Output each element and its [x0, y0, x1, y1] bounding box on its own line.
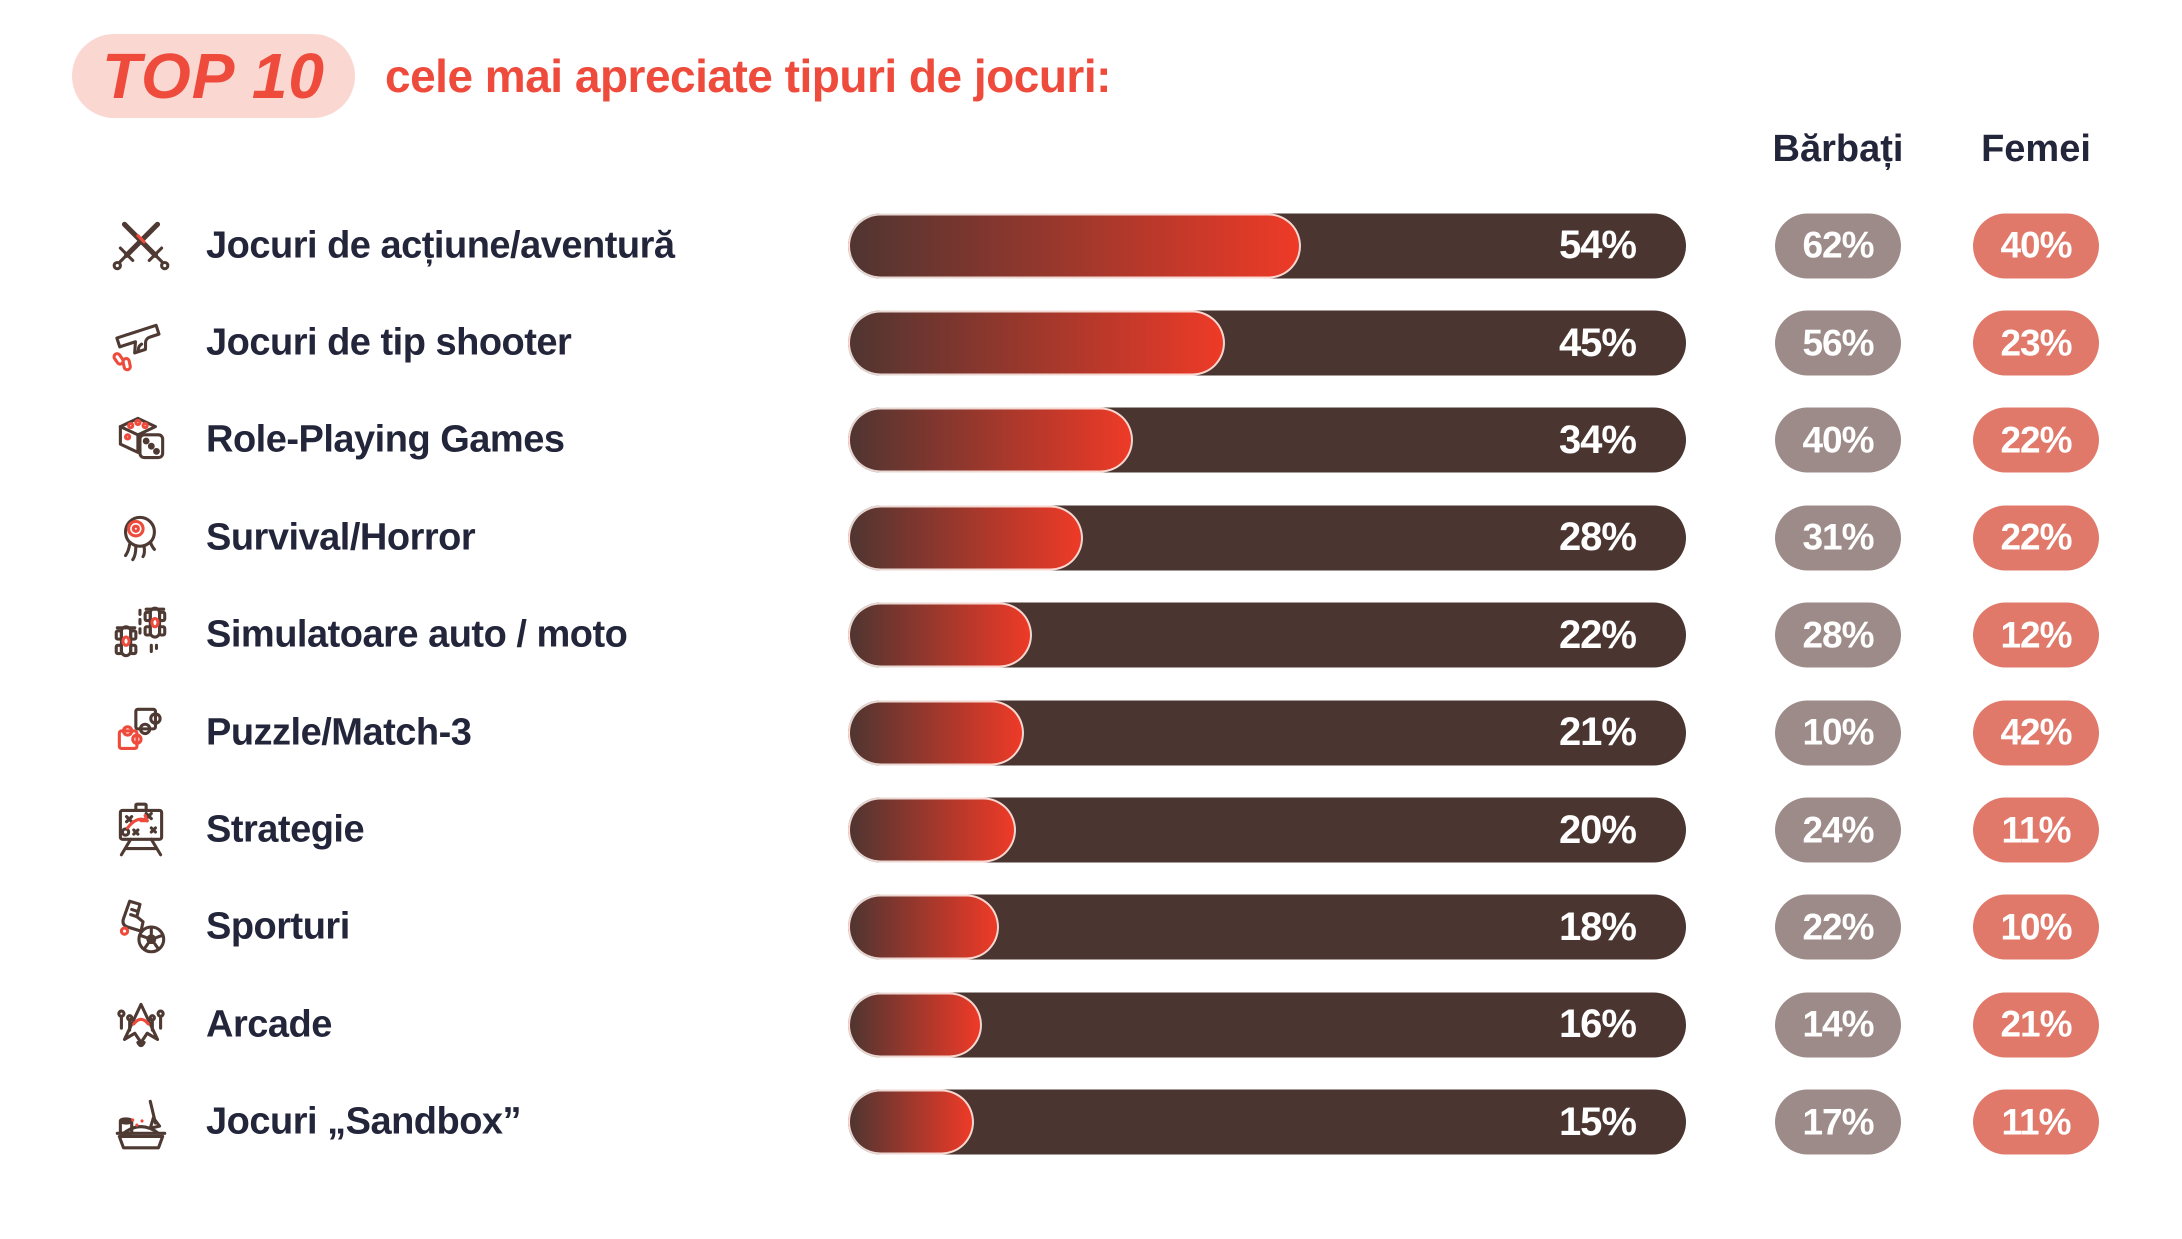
bar-track: 21%	[848, 700, 1686, 766]
bar-fill	[848, 797, 1016, 863]
men-badge: 40%	[1775, 407, 1901, 473]
bar-track: 34%	[848, 407, 1686, 473]
bar-value: 54%	[1558, 223, 1637, 268]
bar-track: 54%	[848, 213, 1686, 279]
bar-track: 22%	[848, 602, 1686, 668]
category-label: Jocuri de tip shooter	[206, 321, 572, 364]
table-row: Arcade 16% 14% 21%	[0, 976, 2182, 1073]
bar-value: 16%	[1558, 1002, 1637, 1047]
column-header-women: Femei	[1981, 128, 2091, 170]
women-badge: 22%	[1973, 407, 2099, 473]
rows: Jocuri de acțiune/aventură 54% 62% 40% J…	[0, 197, 2182, 1171]
racing-cars-icon	[108, 602, 174, 668]
women-badge: 12%	[1973, 602, 2099, 668]
table-row: Sporturi 18% 22% 10%	[0, 879, 2182, 976]
men-badge: 56%	[1775, 310, 1901, 376]
table-row: Role-Playing Games 34% 40% 22%	[0, 392, 2182, 489]
bar-fill	[848, 407, 1133, 473]
men-badge: 10%	[1775, 700, 1901, 766]
table-row: Survival/Horror 28% 31% 22%	[0, 489, 2182, 586]
dice-icon	[108, 407, 174, 473]
women-badge: 40%	[1973, 213, 2099, 279]
bar-fill	[848, 505, 1083, 571]
table-row: Puzzle/Match-3 21% 10% 42%	[0, 684, 2182, 781]
arcade-ship-icon	[108, 992, 174, 1058]
bar-value: 21%	[1558, 710, 1637, 755]
bar-track: 45%	[848, 310, 1686, 376]
table-row: Jocuri „Sandbox” 15% 17% 11%	[0, 1074, 2182, 1171]
category-label: Sporturi	[206, 905, 350, 948]
women-badge: 10%	[1973, 894, 2099, 960]
category-label: Strategie	[206, 808, 365, 851]
sandbox-icon	[108, 1089, 174, 1155]
men-badge: 24%	[1775, 797, 1901, 863]
pistol-icon	[108, 310, 174, 376]
page-title: cele mai apreciate tipuri de jocuri:	[385, 50, 1111, 102]
bar-value: 15%	[1558, 1099, 1637, 1144]
bar-fill	[848, 1089, 974, 1155]
column-header-men: Bărbați	[1772, 128, 1904, 170]
puzzle-icon	[108, 700, 174, 766]
bar-value: 20%	[1558, 807, 1637, 852]
bar-track: 16%	[848, 992, 1686, 1058]
category-label: Jocuri „Sandbox”	[206, 1100, 522, 1143]
women-badge: 42%	[1973, 700, 2099, 766]
category-label: Arcade	[206, 1003, 332, 1046]
men-badge: 14%	[1775, 992, 1901, 1058]
category-label: Survival/Horror	[206, 516, 476, 559]
crossed-swords-icon	[108, 213, 174, 279]
bar-fill	[848, 894, 999, 960]
table-row: Simulatoare auto / moto 22% 28% 12%	[0, 587, 2182, 684]
bar-value: 18%	[1558, 904, 1637, 949]
table-row: Jocuri de acțiune/aventură 54% 62% 40%	[0, 197, 2182, 294]
women-badge: 22%	[1973, 505, 2099, 571]
bar-fill	[848, 213, 1301, 279]
men-badge: 31%	[1775, 505, 1901, 571]
bar-value: 45%	[1558, 320, 1637, 365]
men-badge: 62%	[1775, 213, 1901, 279]
men-badge: 22%	[1775, 894, 1901, 960]
strategy-board-icon	[108, 797, 174, 863]
category-label: Puzzle/Match-3	[206, 711, 472, 754]
bar-value: 22%	[1558, 612, 1637, 657]
bar-fill	[848, 602, 1033, 668]
women-badge: 11%	[1973, 797, 2099, 863]
bar-fill	[848, 310, 1226, 376]
horror-eye-icon	[108, 505, 174, 571]
bar-track: 20%	[848, 797, 1686, 863]
women-badge: 21%	[1973, 992, 2099, 1058]
men-badge: 17%	[1775, 1089, 1901, 1155]
men-badge: 28%	[1775, 602, 1901, 668]
category-label: Simulatoare auto / moto	[206, 613, 628, 656]
women-badge: 11%	[1973, 1089, 2099, 1155]
top10-badge: TOP 10	[72, 34, 355, 118]
category-label: Role-Playing Games	[206, 418, 565, 461]
bar-track: 15%	[848, 1089, 1686, 1155]
table-row: Jocuri de tip shooter 45% 56% 23%	[0, 294, 2182, 391]
header: TOP 10 cele mai apreciate tipuri de jocu…	[72, 34, 1111, 118]
soccer-boot-icon	[108, 894, 174, 960]
table-row: Strategie 20% 24% 11%	[0, 781, 2182, 878]
bar-track: 28%	[848, 505, 1686, 571]
bar-value: 28%	[1558, 515, 1637, 560]
bar-fill	[848, 992, 983, 1058]
bar-track: 18%	[848, 894, 1686, 960]
women-badge: 23%	[1973, 310, 2099, 376]
category-label: Jocuri de acțiune/aventură	[206, 224, 675, 267]
bar-value: 34%	[1558, 417, 1637, 462]
bar-fill	[848, 700, 1024, 766]
